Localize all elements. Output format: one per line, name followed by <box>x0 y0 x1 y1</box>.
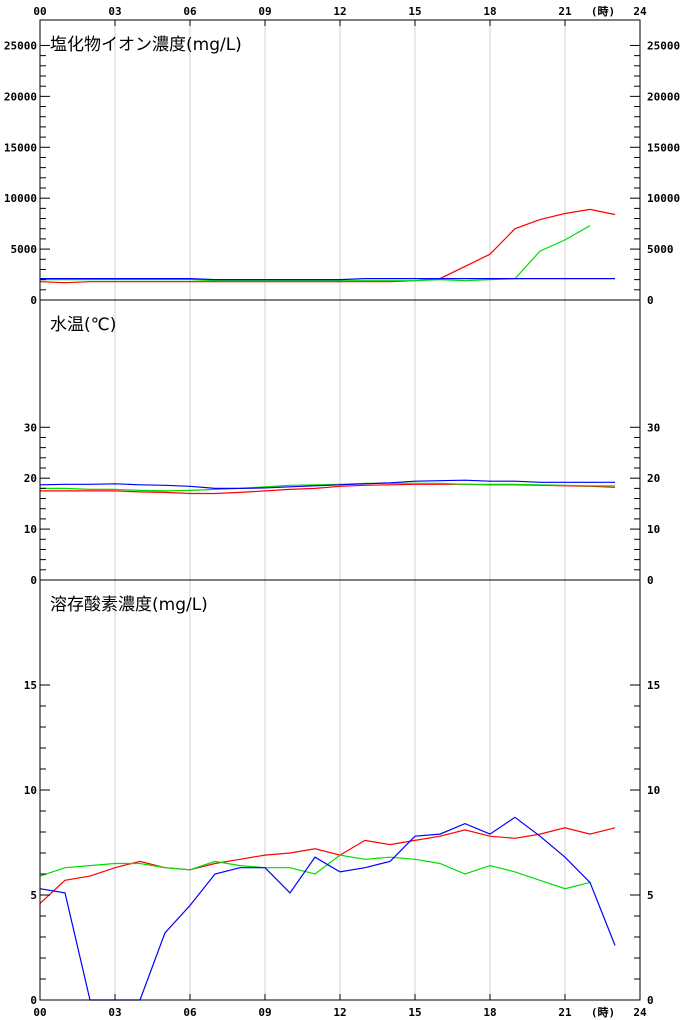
y-tick-label-right: 15000 <box>647 141 680 154</box>
y-tick-label-right: 20 <box>647 472 660 485</box>
series-line-1 <box>39 827 616 904</box>
y-tick-label-right: 0 <box>647 574 654 587</box>
y-tick-label-left: 20000 <box>4 90 37 103</box>
y-tick-label-left: 5000 <box>11 243 38 256</box>
series-line-2 <box>39 854 591 890</box>
x-tick-label-top: 06 <box>183 5 197 18</box>
series-line-3 <box>39 479 615 489</box>
y-tick-label-left: 25000 <box>4 39 37 52</box>
x-tick-label-bottom: 21 <box>558 1006 572 1019</box>
panel-title: 水温(℃) <box>50 315 116 335</box>
x-tick-label-top: 18 <box>483 5 496 18</box>
y-tick-label-left: 10 <box>24 523 37 536</box>
y-tick-label-right: 5000 <box>647 243 674 256</box>
series-line-2 <box>40 225 591 282</box>
series-line-3 <box>39 816 616 1001</box>
series-line-1 <box>39 208 616 284</box>
x-tick-label-bottom: 06 <box>183 1006 197 1019</box>
y-tick-label-left: 0 <box>30 294 37 307</box>
x-tick-label-bottom: 15 <box>408 1006 421 1019</box>
x-tick-label-top: 21 <box>558 5 572 18</box>
x-tick-label-top: 12 <box>333 5 346 18</box>
y-tick-label-left: 15000 <box>4 141 37 154</box>
y-tick-label-left: 0 <box>30 574 37 587</box>
series-layer <box>39 208 616 1001</box>
y-tick-label-right: 0 <box>647 294 654 307</box>
x-tick-label-bottom: 09 <box>258 1006 271 1019</box>
x-tick-label-bottom: 24 <box>633 1006 647 1019</box>
y-tick-label-right: 10000 <box>647 192 680 205</box>
y-tick-label-right: 15 <box>647 679 660 692</box>
y-tick-label-left: 5 <box>30 889 37 902</box>
y-tick-label-left: 15 <box>24 679 37 692</box>
x-tick-label-bottom: 12 <box>333 1006 346 1019</box>
y-tick-label-right: 10 <box>647 784 660 797</box>
y-tick-label-right: 5 <box>647 889 654 902</box>
grid-layer <box>114 20 566 1000</box>
y-tick-label-right: 30 <box>647 421 660 434</box>
series-line-3 <box>40 278 615 281</box>
panel-title: 塩化物イオン濃度(mg/L) <box>50 35 242 55</box>
y-tick-label-right: 20000 <box>647 90 680 103</box>
y-tick-label-left: 10 <box>24 784 37 797</box>
y-tick-label-right: 10 <box>647 523 660 536</box>
frame-layer <box>39 19 641 1001</box>
y-tick-label-left: 30 <box>24 421 37 434</box>
y-tick-label-left: 20 <box>24 472 37 485</box>
y-tick-label-right: 0 <box>647 994 654 1007</box>
x-unit-label-top: (時) <box>591 4 615 18</box>
y-tick-label-left: 0 <box>30 994 37 1007</box>
y-tick-label-left: 10000 <box>4 192 37 205</box>
series-line-2 <box>40 482 615 492</box>
x-tick-label-top: 24 <box>633 5 647 18</box>
x-tick-label-top: 00 <box>33 5 46 18</box>
x-unit-label-bottom: (時) <box>591 1005 615 1019</box>
y-tick-label-right: 25000 <box>647 39 680 52</box>
x-tick-label-top: 15 <box>408 5 421 18</box>
panel-title: 溶存酸素濃度(mg/L) <box>50 595 208 615</box>
x-tick-label-bottom: 03 <box>108 1006 121 1019</box>
x-tick-label-top: 03 <box>108 5 121 18</box>
x-tick-label-top: 09 <box>258 5 271 18</box>
x-tick-label-bottom: 00 <box>33 1006 46 1019</box>
x-tick-label-bottom: 18 <box>483 1006 496 1019</box>
